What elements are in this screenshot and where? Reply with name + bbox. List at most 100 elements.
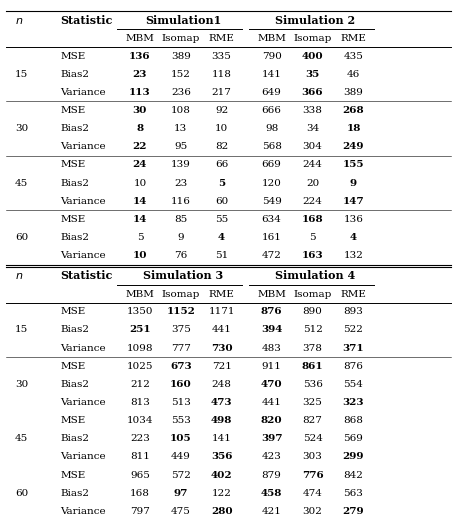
Text: Simulation 4: Simulation 4 xyxy=(275,270,355,281)
Text: 397: 397 xyxy=(261,434,282,443)
Text: 472: 472 xyxy=(262,251,282,260)
Text: 402: 402 xyxy=(211,471,233,480)
Text: 141: 141 xyxy=(262,70,282,79)
Text: 132: 132 xyxy=(344,251,363,260)
Text: 797: 797 xyxy=(130,507,150,516)
Text: 248: 248 xyxy=(212,380,232,389)
Text: 22: 22 xyxy=(133,142,147,151)
Text: MBM: MBM xyxy=(257,34,286,43)
Text: 236: 236 xyxy=(171,88,191,97)
Text: Bias2: Bias2 xyxy=(60,70,90,79)
Text: 568: 568 xyxy=(262,142,282,151)
Text: 634: 634 xyxy=(262,215,282,224)
Text: 470: 470 xyxy=(261,380,282,389)
Text: 10: 10 xyxy=(133,251,147,260)
Text: Isomap: Isomap xyxy=(293,290,332,299)
Text: RME: RME xyxy=(340,290,367,299)
Text: 721: 721 xyxy=(212,362,232,370)
Text: 366: 366 xyxy=(302,88,324,97)
Text: 304: 304 xyxy=(303,142,323,151)
Text: Bias2: Bias2 xyxy=(60,489,90,497)
Text: 118: 118 xyxy=(212,70,232,79)
Text: 569: 569 xyxy=(344,434,363,443)
Text: 18: 18 xyxy=(346,124,361,133)
Text: 356: 356 xyxy=(211,452,233,462)
Text: 820: 820 xyxy=(261,416,282,425)
Text: 302: 302 xyxy=(303,507,323,516)
Text: RME: RME xyxy=(340,34,367,43)
Text: 554: 554 xyxy=(344,380,363,389)
Text: 458: 458 xyxy=(261,489,282,497)
Text: 45: 45 xyxy=(15,434,28,443)
Text: 163: 163 xyxy=(302,251,324,260)
Text: 673: 673 xyxy=(170,362,191,370)
Text: 60: 60 xyxy=(15,489,28,497)
Text: 60: 60 xyxy=(215,197,228,206)
Text: 5: 5 xyxy=(309,233,316,242)
Text: 813: 813 xyxy=(130,398,150,407)
Text: Statistic: Statistic xyxy=(60,15,113,26)
Text: 82: 82 xyxy=(215,142,228,151)
Text: 160: 160 xyxy=(170,380,191,389)
Text: Bias2: Bias2 xyxy=(60,233,90,242)
Text: 512: 512 xyxy=(303,326,323,335)
Text: 23: 23 xyxy=(133,70,147,79)
Text: 113: 113 xyxy=(129,88,151,97)
Text: 1152: 1152 xyxy=(166,307,195,316)
Text: Simulation 2: Simulation 2 xyxy=(275,15,355,26)
Text: 389: 389 xyxy=(344,88,363,97)
Text: 224: 224 xyxy=(303,197,323,206)
Text: 147: 147 xyxy=(343,197,364,206)
Text: Isomap: Isomap xyxy=(293,34,332,43)
Text: 5: 5 xyxy=(137,233,143,242)
Text: 1025: 1025 xyxy=(127,362,153,370)
Text: 30: 30 xyxy=(15,124,28,133)
Text: 168: 168 xyxy=(130,489,150,497)
Text: Variance: Variance xyxy=(60,344,106,353)
Text: 1098: 1098 xyxy=(127,344,153,353)
Text: 35: 35 xyxy=(305,70,319,79)
Text: 9: 9 xyxy=(350,179,357,188)
Text: 51: 51 xyxy=(215,251,228,260)
Text: 474: 474 xyxy=(303,489,323,497)
Text: 8: 8 xyxy=(136,124,143,133)
Text: 23: 23 xyxy=(174,179,187,188)
Text: Bias2: Bias2 xyxy=(60,434,90,443)
Text: Variance: Variance xyxy=(60,251,106,260)
Text: 842: 842 xyxy=(344,471,363,480)
Text: MBM: MBM xyxy=(257,290,286,299)
Text: 14: 14 xyxy=(133,215,147,224)
Text: 435: 435 xyxy=(344,52,363,61)
Text: 473: 473 xyxy=(211,398,233,407)
Text: 85: 85 xyxy=(174,215,187,224)
Text: 1350: 1350 xyxy=(127,307,153,316)
Text: 9: 9 xyxy=(177,233,184,242)
Text: 251: 251 xyxy=(129,326,151,335)
Text: 861: 861 xyxy=(302,362,324,370)
Text: 92: 92 xyxy=(215,106,228,115)
Text: 669: 669 xyxy=(262,160,282,170)
Text: 4: 4 xyxy=(350,233,357,242)
Text: $\mathit{n}$: $\mathit{n}$ xyxy=(15,15,23,26)
Text: 10: 10 xyxy=(215,124,228,133)
Text: 965: 965 xyxy=(130,471,150,480)
Text: 55: 55 xyxy=(215,215,228,224)
Text: 155: 155 xyxy=(343,160,364,170)
Text: 876: 876 xyxy=(261,307,282,316)
Text: 389: 389 xyxy=(171,52,191,61)
Text: 323: 323 xyxy=(343,398,364,407)
Text: Variance: Variance xyxy=(60,452,106,462)
Text: 423: 423 xyxy=(262,452,282,462)
Text: 441: 441 xyxy=(212,326,232,335)
Text: 13: 13 xyxy=(174,124,187,133)
Text: 116: 116 xyxy=(171,197,191,206)
Text: 161: 161 xyxy=(262,233,282,242)
Text: 136: 136 xyxy=(344,215,363,224)
Text: 893: 893 xyxy=(344,307,363,316)
Text: 730: 730 xyxy=(211,344,233,353)
Text: 890: 890 xyxy=(303,307,323,316)
Text: 536: 536 xyxy=(303,380,323,389)
Text: 338: 338 xyxy=(303,106,323,115)
Text: 105: 105 xyxy=(170,434,191,443)
Text: $\mathit{n}$: $\mathit{n}$ xyxy=(15,270,23,281)
